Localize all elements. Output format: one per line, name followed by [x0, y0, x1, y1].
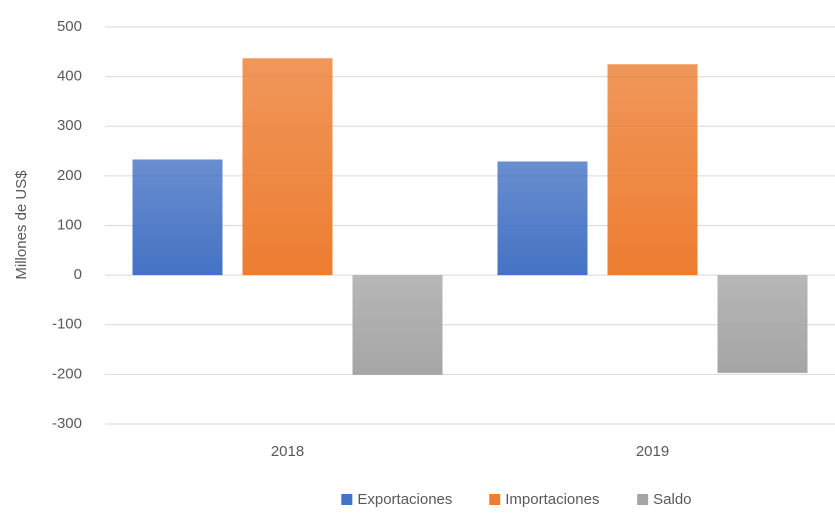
y-tick-label: 200: [57, 167, 82, 184]
bar: [607, 64, 698, 276]
bar: [352, 275, 443, 375]
legend-swatch: [341, 494, 353, 505]
y-tick-label: 100: [57, 216, 82, 233]
legend-swatch: [489, 494, 501, 505]
bar: [242, 58, 333, 276]
legend-label: Importaciones: [505, 491, 599, 508]
x-tick-label: 2019: [636, 443, 669, 460]
y-tick-label: -100: [52, 316, 82, 333]
x-tick-label: 2018: [271, 443, 304, 460]
bar: [132, 159, 223, 276]
y-tick-label: -200: [52, 365, 82, 382]
y-axis-label: Millones de US$: [13, 170, 30, 280]
y-tick-label: 500: [57, 18, 82, 35]
y-tick-label: 0: [74, 266, 82, 283]
bar: [717, 275, 808, 373]
bar: [497, 161, 588, 276]
y-tick-label: 400: [57, 68, 82, 85]
legend-label: Saldo: [653, 491, 691, 508]
y-tick-label: -300: [52, 415, 82, 432]
legend-label: Exportaciones: [357, 491, 452, 508]
y-tick-label: 300: [57, 117, 82, 134]
legend-swatch: [637, 494, 649, 505]
